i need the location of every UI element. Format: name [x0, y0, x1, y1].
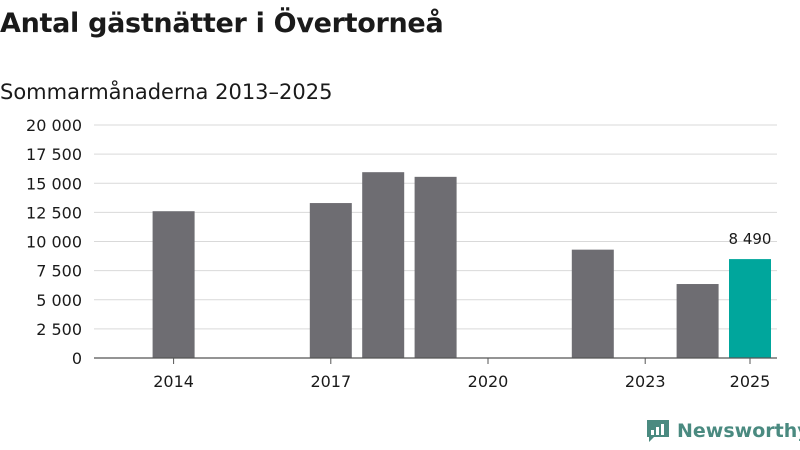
bar [571, 249, 614, 358]
x-tick-label: 2014 [153, 372, 194, 391]
bar [309, 203, 352, 358]
newsworthy-logo-text: Newsworthy [677, 420, 800, 442]
bar [362, 172, 405, 358]
bar [414, 176, 457, 358]
chart-subtitle: Sommarmånaderna 2013–2025 [0, 80, 333, 104]
bar [676, 284, 719, 358]
x-tick-label: 2025 [730, 372, 771, 391]
y-tick-label: 15 000 [26, 174, 82, 193]
x-tick-label: 2017 [310, 372, 351, 391]
data-label: 8 490 [729, 230, 772, 248]
newsworthy-logo-icon [647, 420, 669, 442]
y-tick-label: 20 000 [26, 116, 82, 135]
y-tick-label: 12 500 [26, 203, 82, 222]
x-tick-label: 2020 [468, 372, 509, 391]
y-tick-label: 10 000 [26, 233, 82, 252]
chart-title: Antal gästnätter i Övertorneå [0, 8, 444, 39]
bar [152, 211, 195, 358]
x-tick-label: 2023 [625, 372, 666, 391]
bar-highlight [729, 259, 771, 358]
y-tick-label: 5 000 [36, 291, 82, 310]
y-tick-label: 2 500 [36, 320, 82, 339]
y-tick-label: 7 500 [36, 262, 82, 281]
y-tick-label: 0 [72, 349, 82, 368]
y-tick-label: 17 500 [26, 145, 82, 164]
newsworthy-logo: Newsworthy [645, 418, 800, 444]
